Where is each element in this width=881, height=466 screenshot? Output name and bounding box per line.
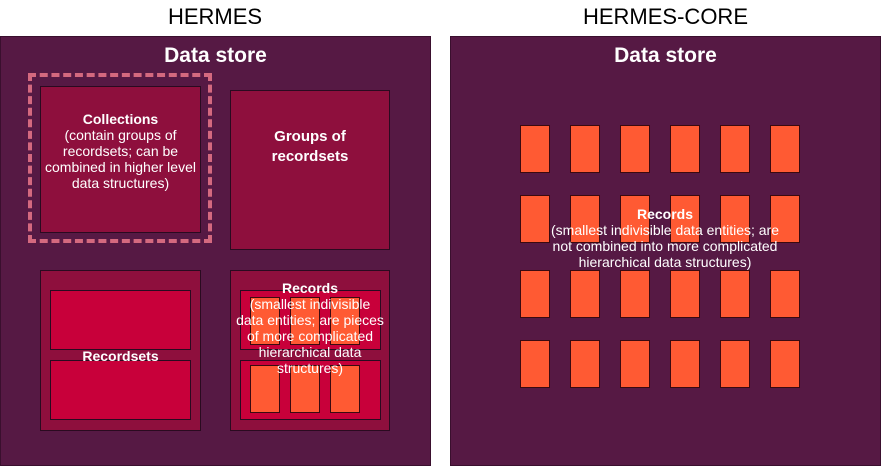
- right-record-6: [770, 125, 800, 173]
- right-record-3: [620, 125, 650, 173]
- recordset-upper: [50, 290, 191, 350]
- groups-of-recordsets-label: Groups of recordsets: [258, 127, 362, 167]
- right-record-15: [620, 270, 650, 318]
- right-record-12: [770, 195, 800, 243]
- recordset-lower: [50, 360, 191, 420]
- right-record-24: [770, 340, 800, 388]
- right-records-heading: Records: [636, 206, 694, 222]
- groups-heading: Groups of recordsets: [271, 128, 349, 165]
- right-record-16: [670, 270, 700, 318]
- collections-label: Collections (contain groups of recordset…: [44, 111, 197, 191]
- right-record-21: [620, 340, 650, 388]
- right-record-9: [620, 195, 650, 243]
- collections-description: (contain groups of recordsets; can be co…: [45, 127, 196, 191]
- right-record-22: [670, 340, 700, 388]
- left-records-label: Records (smallest indivisible data entit…: [236, 280, 384, 376]
- hermes-core-data-store-label: Data store: [614, 44, 717, 67]
- right-record-13: [520, 270, 550, 318]
- recordsets-label: Recordsets: [40, 348, 201, 364]
- left-record-5: [290, 365, 320, 413]
- left-record-1: [250, 297, 280, 345]
- right-record-20: [570, 340, 600, 388]
- right-records-description: (smallest indivisible data entities; are…: [551, 222, 779, 270]
- left-record-4: [250, 365, 280, 413]
- hermes-data-store-label: Data store: [164, 44, 267, 67]
- left-record-6: [330, 365, 360, 413]
- recordsets-heading: Recordsets: [82, 348, 159, 364]
- left-record-3: [330, 297, 360, 345]
- right-record-23: [720, 340, 750, 388]
- right-record-5: [720, 125, 750, 173]
- collections-box: [40, 86, 201, 233]
- hermes-title: HERMES: [167, 4, 263, 29]
- collections-heading: Collections: [82, 111, 159, 127]
- collections-dashed-outline: [28, 73, 212, 243]
- right-record-18: [770, 270, 800, 318]
- right-record-19: [520, 340, 550, 388]
- right-record-14: [570, 270, 600, 318]
- right-record-2: [570, 125, 600, 173]
- right-record-1: [520, 125, 550, 173]
- right-record-8: [570, 195, 600, 243]
- left-record-2: [290, 297, 320, 345]
- groups-of-recordsets-box: [230, 90, 390, 250]
- right-record-4: [670, 125, 700, 173]
- right-records-label: Records (smallest indivisible data entit…: [540, 206, 790, 270]
- left-records-description: (smallest indivisible data entities; are…: [236, 296, 384, 376]
- right-record-17: [720, 270, 750, 318]
- right-record-10: [670, 195, 700, 243]
- hermes-core-data-store-panel: [450, 36, 881, 466]
- hermes-core-title: HERMES-CORE: [582, 4, 748, 29]
- right-record-7: [520, 195, 550, 243]
- right-record-11: [720, 195, 750, 243]
- left-records-heading: Records: [281, 280, 339, 296]
